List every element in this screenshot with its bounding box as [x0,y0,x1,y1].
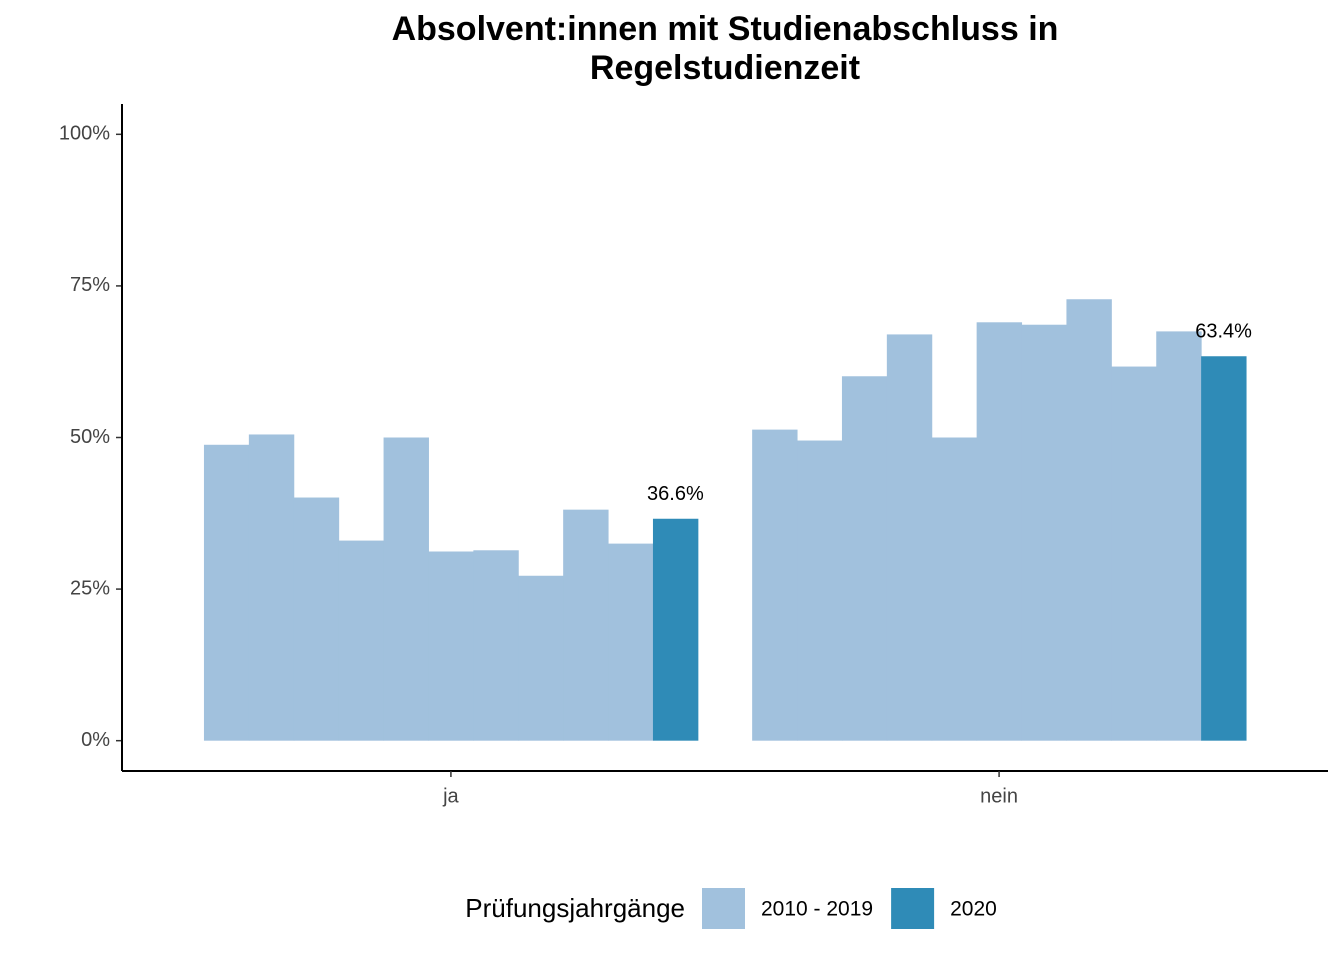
y-tick-label: 50% [70,426,110,448]
bar [248,434,295,741]
y-tick-label: 0% [81,729,110,751]
y-tick-label: 75% [70,274,110,296]
bar [931,437,978,741]
bar [203,444,250,741]
chart-title: Regelstudienzeit [590,49,860,87]
data-label: 63.4% [1195,321,1252,343]
bar [1021,324,1067,741]
x-tick-label: nein [980,785,1018,807]
data-label: 36.6% [647,483,704,505]
x-tick-label: ja [442,785,459,807]
bar [383,437,429,741]
legend-label: 2010 - 2019 [761,898,873,921]
legend-swatch [702,888,745,929]
bar [976,322,1023,741]
bar [886,334,933,741]
bar [1201,356,1247,741]
legend-title: Prüfungsjahrgänge [465,893,685,923]
bar [1156,331,1202,741]
legend-label: 2020 [950,898,997,921]
y-tick-label: 100% [59,123,110,145]
legend-swatch [891,888,935,929]
y-tick-label: 25% [70,577,110,599]
chart-title: Absolvent:innen mit Studienabschluss in [392,10,1059,48]
bar [563,509,609,741]
bar [473,550,519,741]
bar [608,543,654,741]
bar [841,376,888,741]
bar [652,518,699,741]
bar [1066,299,1112,741]
bar [1111,366,1157,741]
bar [797,440,843,741]
bar [518,575,564,741]
bar [752,429,798,741]
bar [428,551,474,741]
bar [338,540,385,741]
bar [293,497,340,741]
